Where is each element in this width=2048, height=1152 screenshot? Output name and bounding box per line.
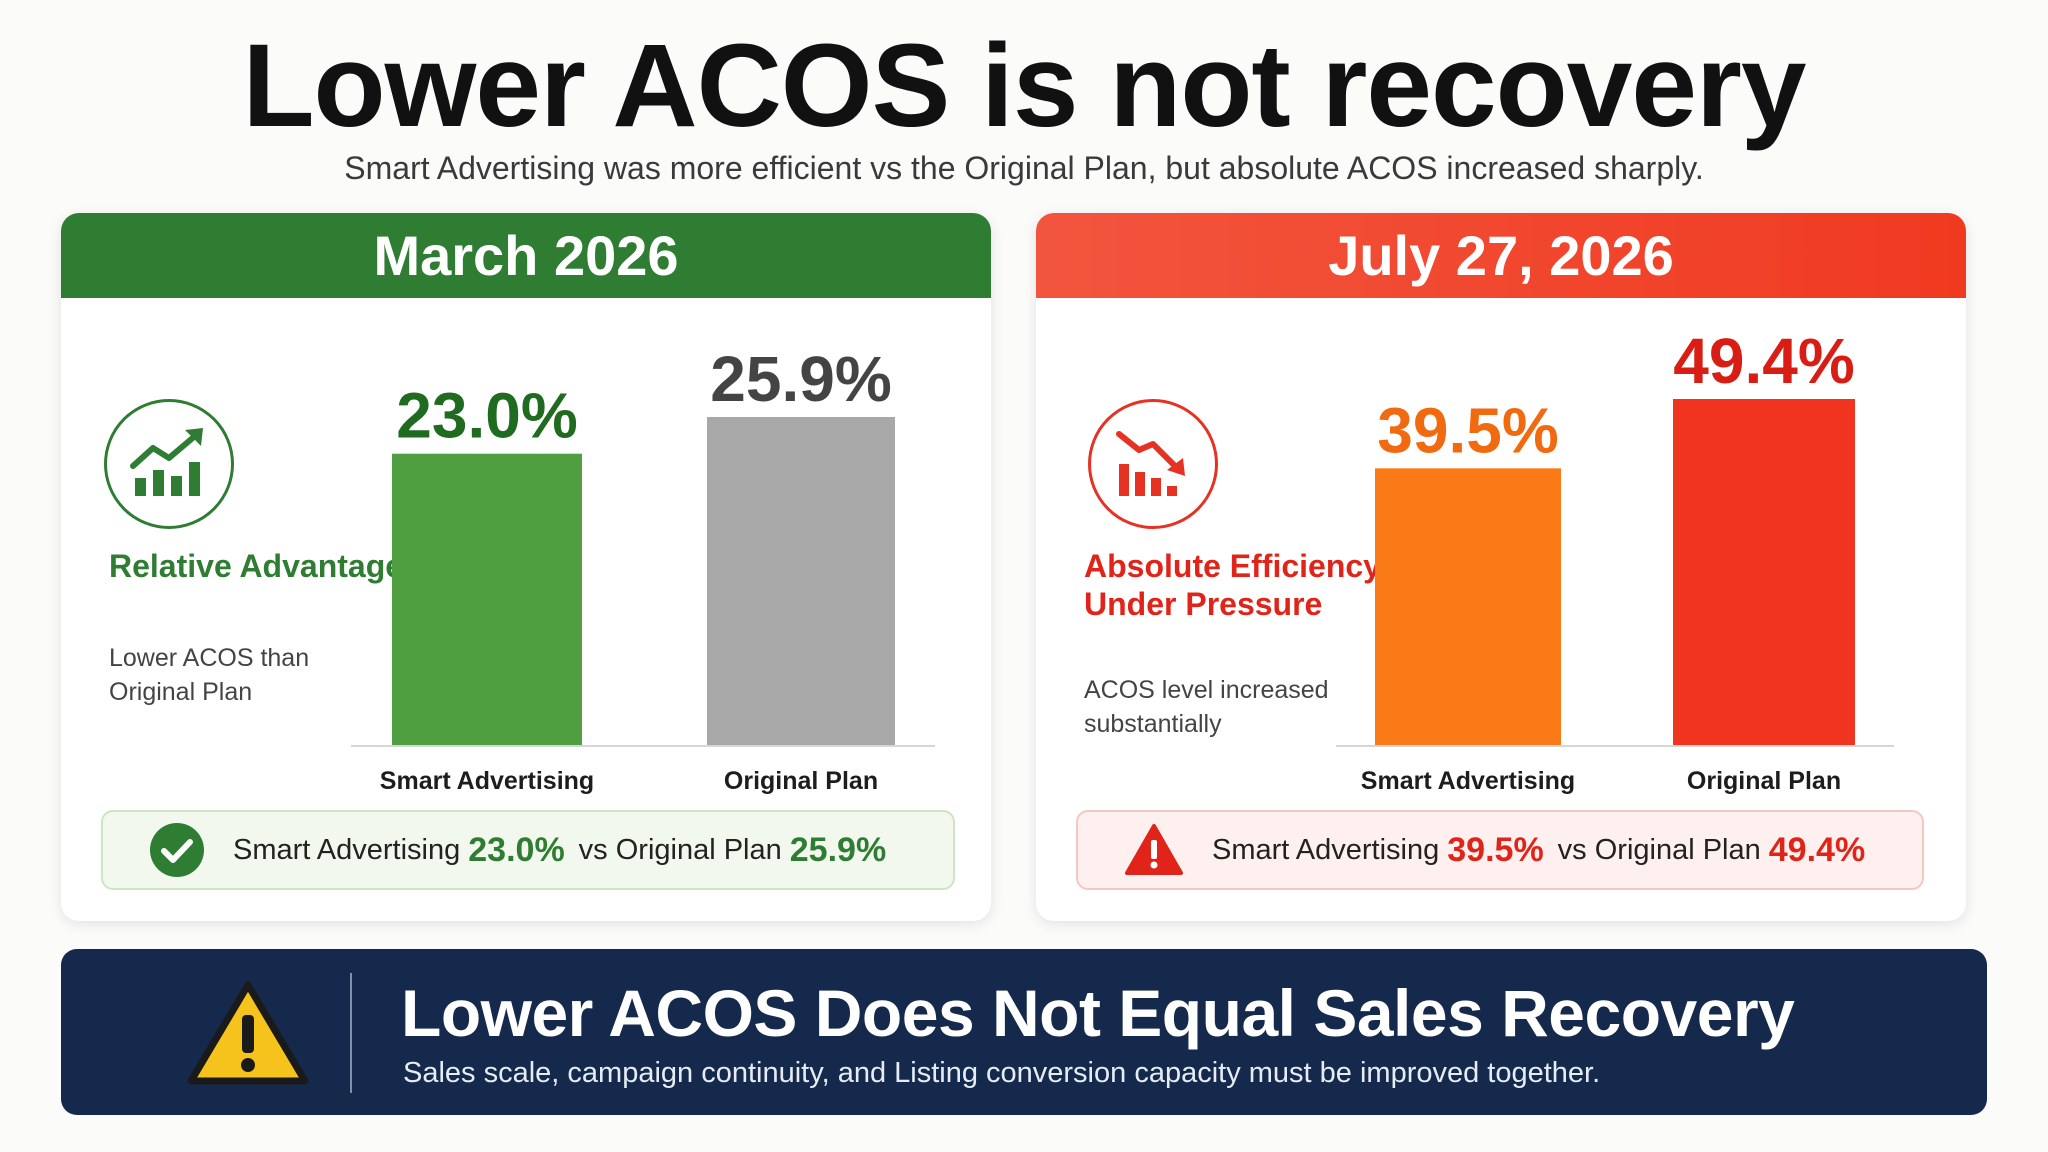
summary-label-original: vs Original Plan: [578, 833, 782, 866]
summary-label-smart: Smart Advertising: [1212, 833, 1440, 866]
march-panel: March 2026 Relative Advantage Lower ACOS…: [61, 213, 991, 921]
data-label: 23.0%: [396, 380, 577, 452]
category-label: Smart Advertising: [1361, 767, 1575, 795]
bar-smart-advertising: [392, 453, 582, 745]
category-label: Original Plan: [1687, 767, 1841, 795]
banner-subtitle: Sales scale, campaign continuity, and Li…: [403, 1057, 1601, 1089]
category-label: Smart Advertising: [380, 767, 594, 795]
march-bar-chart: 23.0% Smart Advertising 25.9% Original Plan: [351, 343, 935, 795]
data-label: 39.5%: [1377, 394, 1558, 466]
data-label: 49.4%: [1673, 325, 1854, 397]
banner-title: Lower ACOS Does Not Equal Sales Recovery: [401, 976, 1795, 1050]
side-description: ACOS level increased substantially: [1084, 676, 1329, 738]
summary-label-smart: Smart Advertising: [233, 833, 461, 866]
side-heading: Absolute Efficiency Under Pressure: [1084, 548, 1381, 622]
bar-original-plan: [1673, 399, 1855, 745]
summary-box: Smart Advertising 23.0% vs Original Plan…: [101, 810, 955, 890]
side-heading: Relative Advantage: [109, 548, 404, 584]
summary-value-original: 49.4%: [1768, 830, 1866, 869]
banner-divider: [350, 973, 352, 1093]
check-circle-icon: [149, 822, 205, 878]
page-title: Lower ACOS is not recovery: [242, 20, 1806, 152]
trend-down-chart-icon: [1088, 399, 1218, 529]
summary-value-smart: 23.0%: [468, 830, 565, 869]
data-label: 25.9%: [710, 343, 891, 415]
summary-label-original: vs Original Plan: [1557, 833, 1761, 866]
page-subtitle: Smart Advertising was more efficient vs …: [344, 150, 1704, 186]
panel-header: July 27, 2026: [1036, 213, 1966, 298]
side-description: Lower ACOS than Original Plan: [109, 644, 310, 706]
summary-value-smart: 39.5%: [1447, 830, 1544, 869]
bar-smart-advertising: [1375, 468, 1561, 745]
warning-triangle-icon: [1124, 823, 1184, 877]
warning-icon: [185, 979, 311, 1094]
bar-original-plan: [707, 417, 895, 745]
panel-header: March 2026: [61, 213, 991, 298]
summary-box: Smart Advertising 39.5% vs Original Plan…: [1076, 810, 1924, 890]
summary-value-original: 25.9%: [789, 830, 887, 869]
bottom-banner: Lower ACOS Does Not Equal Sales Recovery…: [61, 949, 1987, 1115]
trend-up-chart-icon: [104, 399, 234, 529]
category-label: Original Plan: [724, 767, 878, 795]
july-bar-chart: 39.5% Smart Advertising 49.4% Original Plan: [1336, 325, 1894, 795]
july-panel: July 27, 2026 Absolute Efficiency Under …: [1036, 213, 1966, 921]
